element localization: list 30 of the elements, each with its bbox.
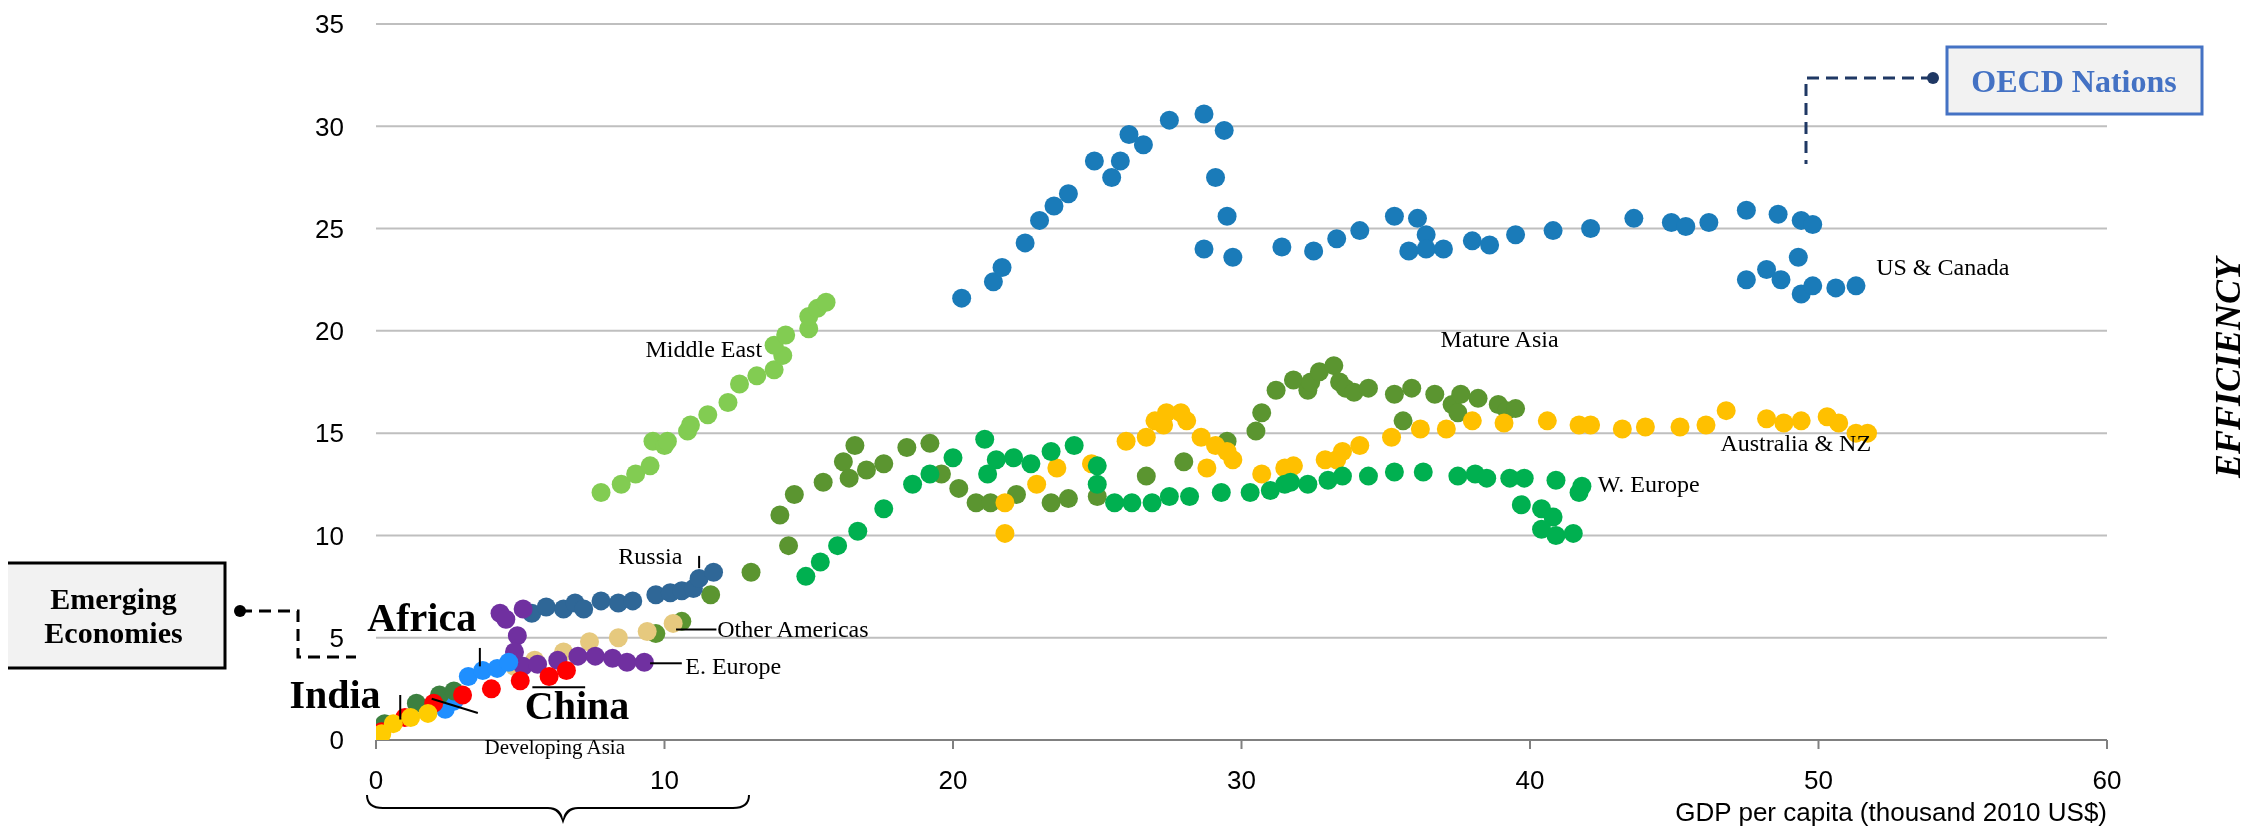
- y-tick-label: 25: [315, 213, 344, 244]
- x-tick-label: 0: [368, 765, 384, 796]
- y-axis-title: EFFICIENCY: [2208, 254, 2248, 480]
- x-tick-label: 50: [1804, 765, 1833, 796]
- x-tick-label: 60: [2092, 765, 2122, 796]
- y-tick-label: 20: [315, 316, 344, 347]
- series-label: W. Europe: [1597, 471, 1700, 498]
- y-tick-label: 5: [329, 622, 344, 653]
- x-tick-label: 30: [1227, 765, 1256, 796]
- series-label: Africa: [367, 594, 477, 640]
- y-tick-label: 10: [315, 520, 344, 551]
- x-tick-label: 10: [650, 765, 679, 796]
- y-tick-label: 0: [329, 725, 344, 756]
- x-tick-label: 20: [938, 765, 968, 796]
- y-tick-label: 30: [315, 111, 344, 142]
- series-label: US & Canada: [1876, 254, 2010, 281]
- series-label: Russia: [618, 542, 683, 569]
- annotation: OECD Nations: [1971, 63, 2177, 99]
- x-tick-label: 40: [1515, 765, 1545, 796]
- series-label: China: [524, 683, 630, 729]
- y-tick-label: 35: [315, 9, 344, 40]
- series-label: Other Americas: [717, 616, 869, 643]
- series-label: Middle East: [645, 336, 763, 363]
- series-label: E. Europe: [685, 653, 782, 680]
- y-tick-label: 15: [315, 418, 344, 449]
- text: Developing Asia: [484, 734, 626, 759]
- text: Emerging Economies: [43, 580, 184, 651]
- x-axis-title: GDP per capita (thousand 2010 US$): [1675, 797, 2107, 827]
- series-label: Mature Asia: [1440, 326, 1559, 353]
- series-label: India: [289, 672, 381, 718]
